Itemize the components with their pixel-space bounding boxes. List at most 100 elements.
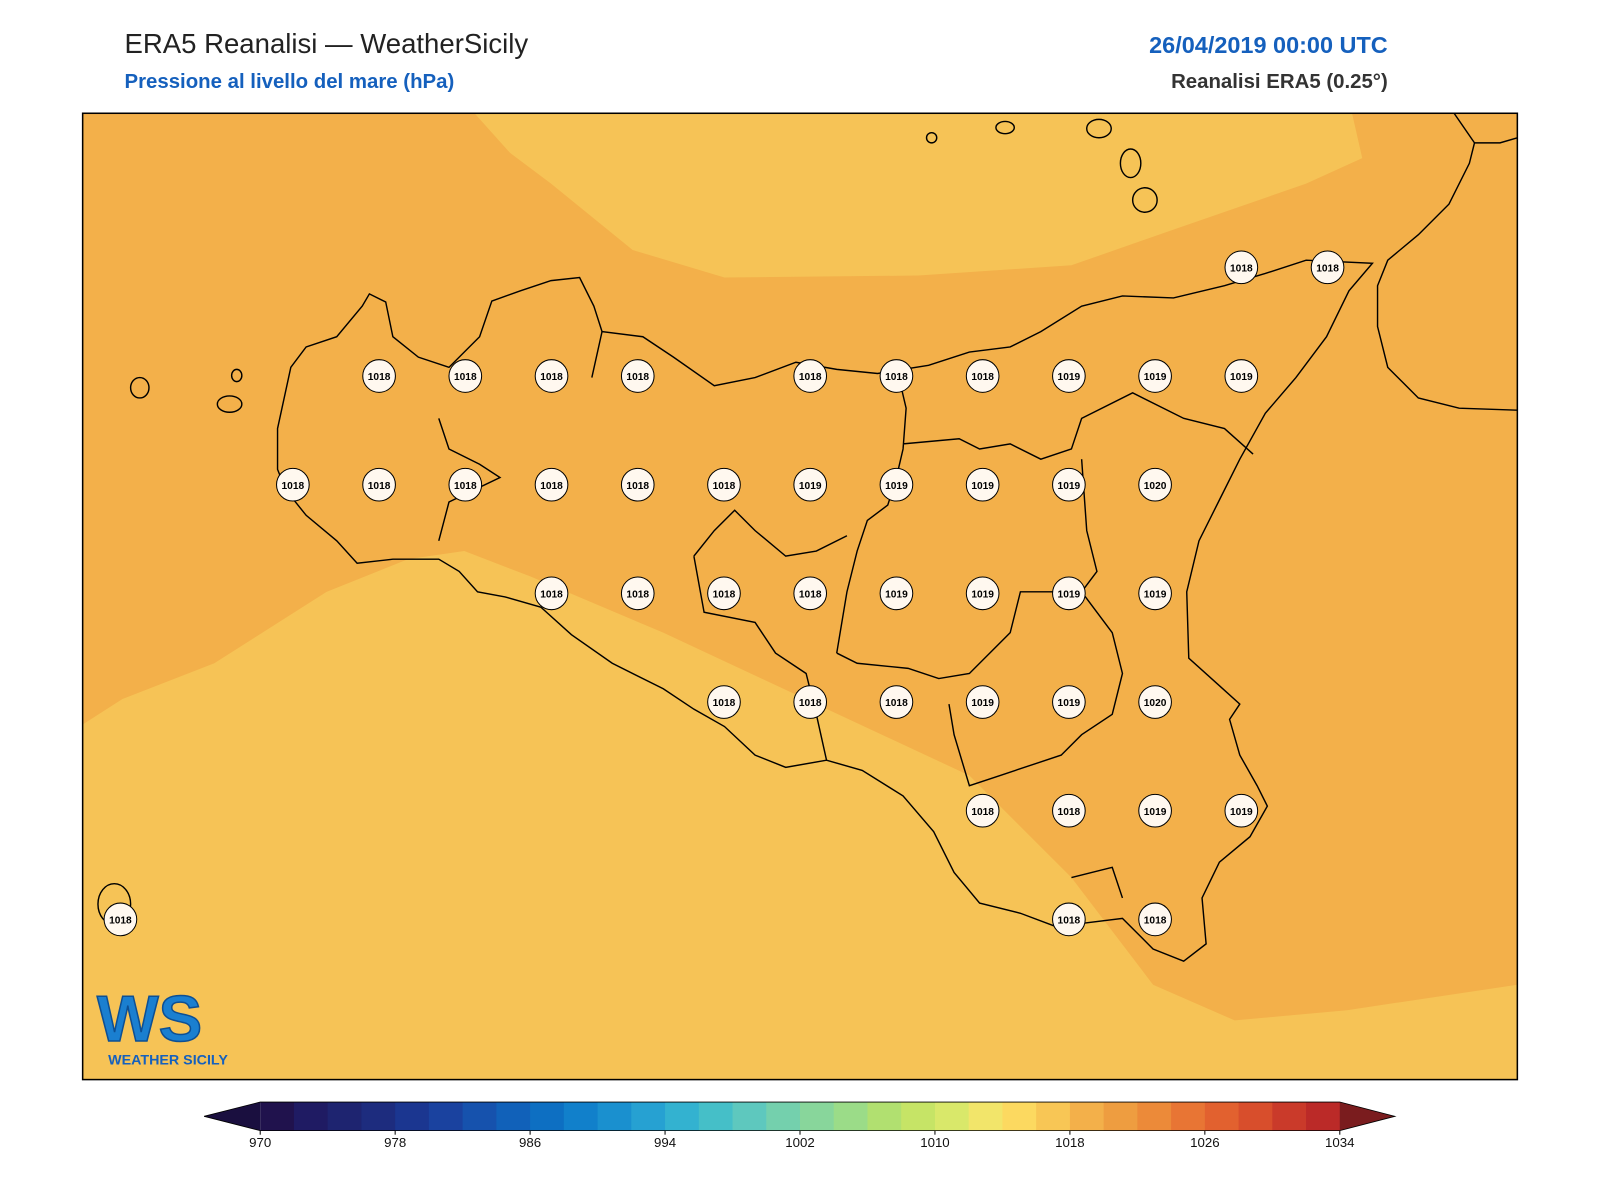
station: 1019 <box>879 467 914 502</box>
station-value: 1018 <box>971 807 994 818</box>
colorbar-segment <box>901 1102 936 1131</box>
station-marker <box>1052 359 1086 393</box>
colorbar-segment <box>1036 1102 1071 1131</box>
station-marker <box>965 793 1000 828</box>
colorbar-segment <box>428 1102 464 1131</box>
station-value: 1018 <box>713 481 736 492</box>
station-value: 1018 <box>1316 263 1339 274</box>
station: 1018 <box>1310 250 1345 285</box>
station-value: 1018 <box>540 372 563 383</box>
station-marker <box>276 467 310 502</box>
station: 1018 <box>103 902 138 937</box>
station-marker <box>707 685 741 719</box>
station: 1019 <box>1138 576 1172 611</box>
station: 1019 <box>1138 359 1172 393</box>
colorbar-segment <box>563 1102 599 1131</box>
station-value: 1018 <box>368 372 391 383</box>
colorbar-segment <box>1069 1102 1105 1131</box>
station-value: 1018 <box>971 372 994 383</box>
station-marker <box>448 467 483 502</box>
station: 1019 <box>1138 793 1172 828</box>
station-value: 1018 <box>885 698 908 709</box>
station-value: 1018 <box>1058 915 1081 926</box>
station: 1018 <box>534 359 569 393</box>
station-marker <box>620 576 655 611</box>
colorbar-tick-label: 970 <box>249 1135 271 1150</box>
colorbar-segment <box>1171 1102 1206 1131</box>
station-marker <box>1138 902 1172 937</box>
station-value: 1019 <box>885 481 908 492</box>
station: 1018 <box>534 576 569 611</box>
source: Reanalisi ERA5 (0.25°) <box>1171 71 1388 93</box>
colorbar-tick-label: 1018 <box>1055 1135 1084 1150</box>
station: 1018 <box>707 685 741 719</box>
colorbar-segment <box>1002 1102 1037 1131</box>
province-border <box>438 331 1254 899</box>
station-value: 1019 <box>1058 372 1081 383</box>
map: 1018 1018 1018 1018 1018 1018 1018 1018 1018 1019… <box>81 112 1519 1081</box>
station-value: 1019 <box>1058 481 1081 492</box>
station-marker <box>965 359 1000 393</box>
colorbar-tick-label: 1034 <box>1325 1135 1354 1150</box>
station-marker <box>620 359 655 393</box>
station: 1019 <box>879 576 914 611</box>
station-marker <box>1224 793 1259 828</box>
station-value: 1020 <box>1144 698 1167 709</box>
station-value: 1020 <box>1144 481 1167 492</box>
station-value: 1018 <box>713 698 736 709</box>
subtitle: Pressione al livello del mare (hPa) <box>124 71 454 93</box>
station-marker <box>707 467 741 502</box>
colorbar-tick-label: 1026 <box>1190 1135 1219 1150</box>
station-marker <box>1224 250 1259 285</box>
colorbar-tick-label: 1002 <box>785 1135 814 1150</box>
colorbar-segment <box>1272 1102 1307 1131</box>
station: 1019 <box>965 685 1000 719</box>
station-marker <box>1052 467 1086 502</box>
station-value: 1018 <box>1058 807 1081 818</box>
station: 1018 <box>448 467 483 502</box>
station-marker <box>1138 359 1172 393</box>
station: 1018 <box>707 576 741 611</box>
station-value: 1018 <box>713 589 736 600</box>
pressure-band <box>82 551 1518 1080</box>
colorbar-segment <box>1306 1102 1341 1131</box>
station-value: 1018 <box>626 372 649 383</box>
colorbar-segment <box>665 1102 700 1131</box>
station-marker <box>103 902 138 937</box>
station: 1018 <box>879 359 914 393</box>
station-marker <box>1052 685 1086 719</box>
islands <box>97 118 1158 926</box>
station-marker <box>1138 685 1172 719</box>
colorbar-tick-label: 1010 <box>920 1135 949 1150</box>
colorbar-under <box>204 1102 261 1131</box>
colorbar-segment <box>732 1102 767 1131</box>
station: 1019 <box>1052 467 1086 502</box>
station-marker <box>879 359 914 393</box>
station-value: 1018 <box>540 589 563 600</box>
station-marker <box>1224 359 1259 393</box>
station-value: 1018 <box>799 698 822 709</box>
station-value: 1019 <box>971 698 994 709</box>
colorbar-segment <box>496 1102 531 1131</box>
station-value: 1019 <box>1144 372 1167 383</box>
calabria-coast <box>1376 112 1518 411</box>
colorbar: 970 978 986 994 1002 1010 1018 1026 1034 <box>203 1101 1397 1150</box>
station-marker <box>1138 467 1172 502</box>
station: 1018 <box>965 793 1000 828</box>
colorbar-segment <box>1204 1102 1240 1131</box>
colorbar-segment <box>1238 1102 1273 1131</box>
station: 1018 <box>620 576 655 611</box>
station: 1019 <box>1052 685 1086 719</box>
station-marker <box>793 467 828 502</box>
pressure-band <box>474 113 1363 278</box>
colorbar-segment <box>1137 1102 1172 1131</box>
station: 1019 <box>1224 359 1259 393</box>
station-marker <box>1138 576 1172 611</box>
station: 1019 <box>965 467 1000 502</box>
station: 1018 <box>793 359 828 393</box>
station: 1020 <box>1138 467 1172 502</box>
colorbar-segment <box>867 1102 902 1131</box>
station: 1018 <box>276 467 310 502</box>
station: 1018 <box>362 359 396 393</box>
